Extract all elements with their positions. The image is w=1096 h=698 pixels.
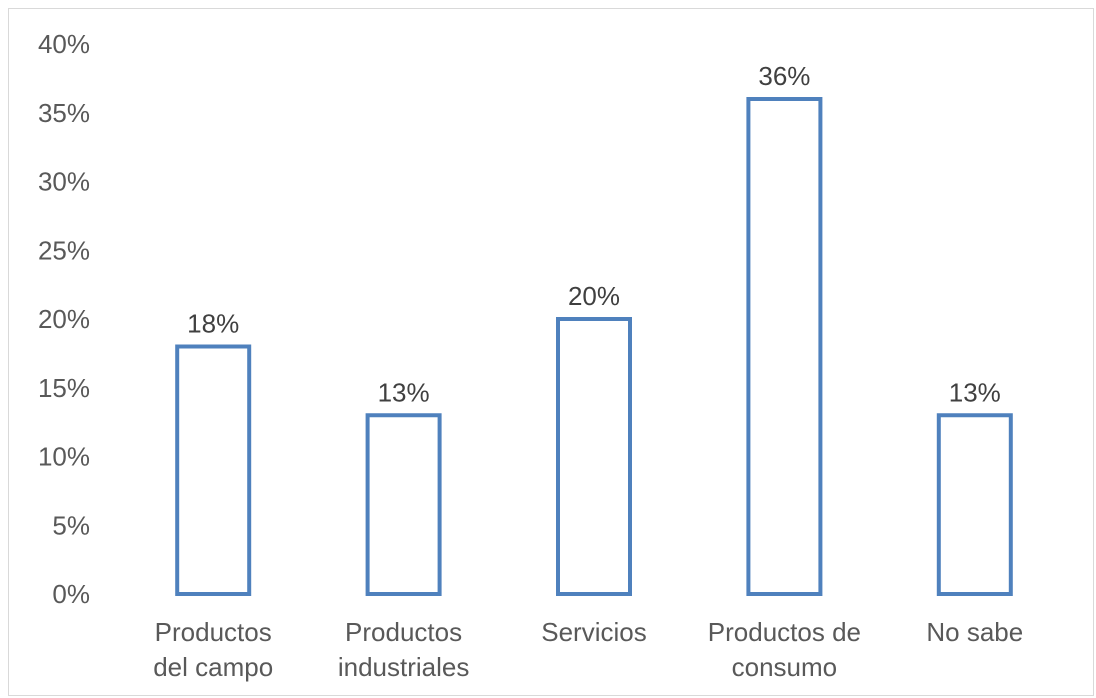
bar [556, 317, 632, 596]
data-label: 36% [758, 61, 810, 91]
x-category-label: Servicios [541, 617, 646, 647]
y-tick-label: 15% [38, 373, 90, 403]
x-category-label: industriales [338, 652, 470, 682]
bar [365, 413, 442, 596]
y-tick-label: 40% [38, 29, 90, 59]
y-tick-label: 30% [38, 167, 90, 197]
x-category-label: del campo [153, 652, 273, 682]
y-tick-label: 10% [38, 442, 90, 472]
bar [746, 97, 823, 596]
data-label: 18% [187, 309, 239, 339]
bar [175, 344, 252, 596]
y-tick-label: 20% [38, 304, 90, 334]
x-category-label: consumo [732, 652, 838, 682]
data-label: 13% [949, 377, 1001, 407]
y-tick-label: 0% [52, 579, 90, 609]
bar [936, 413, 1013, 596]
y-tick-label: 35% [38, 98, 90, 128]
y-tick-label: 25% [38, 235, 90, 265]
x-category-label: Productos de [708, 617, 861, 647]
x-category-label: No sabe [926, 617, 1023, 647]
y-tick-label: 5% [52, 510, 90, 540]
x-category-label: Productos [345, 617, 462, 647]
data-label: 13% [378, 377, 430, 407]
data-label: 20% [568, 281, 620, 311]
x-category-label: Productos [155, 617, 272, 647]
